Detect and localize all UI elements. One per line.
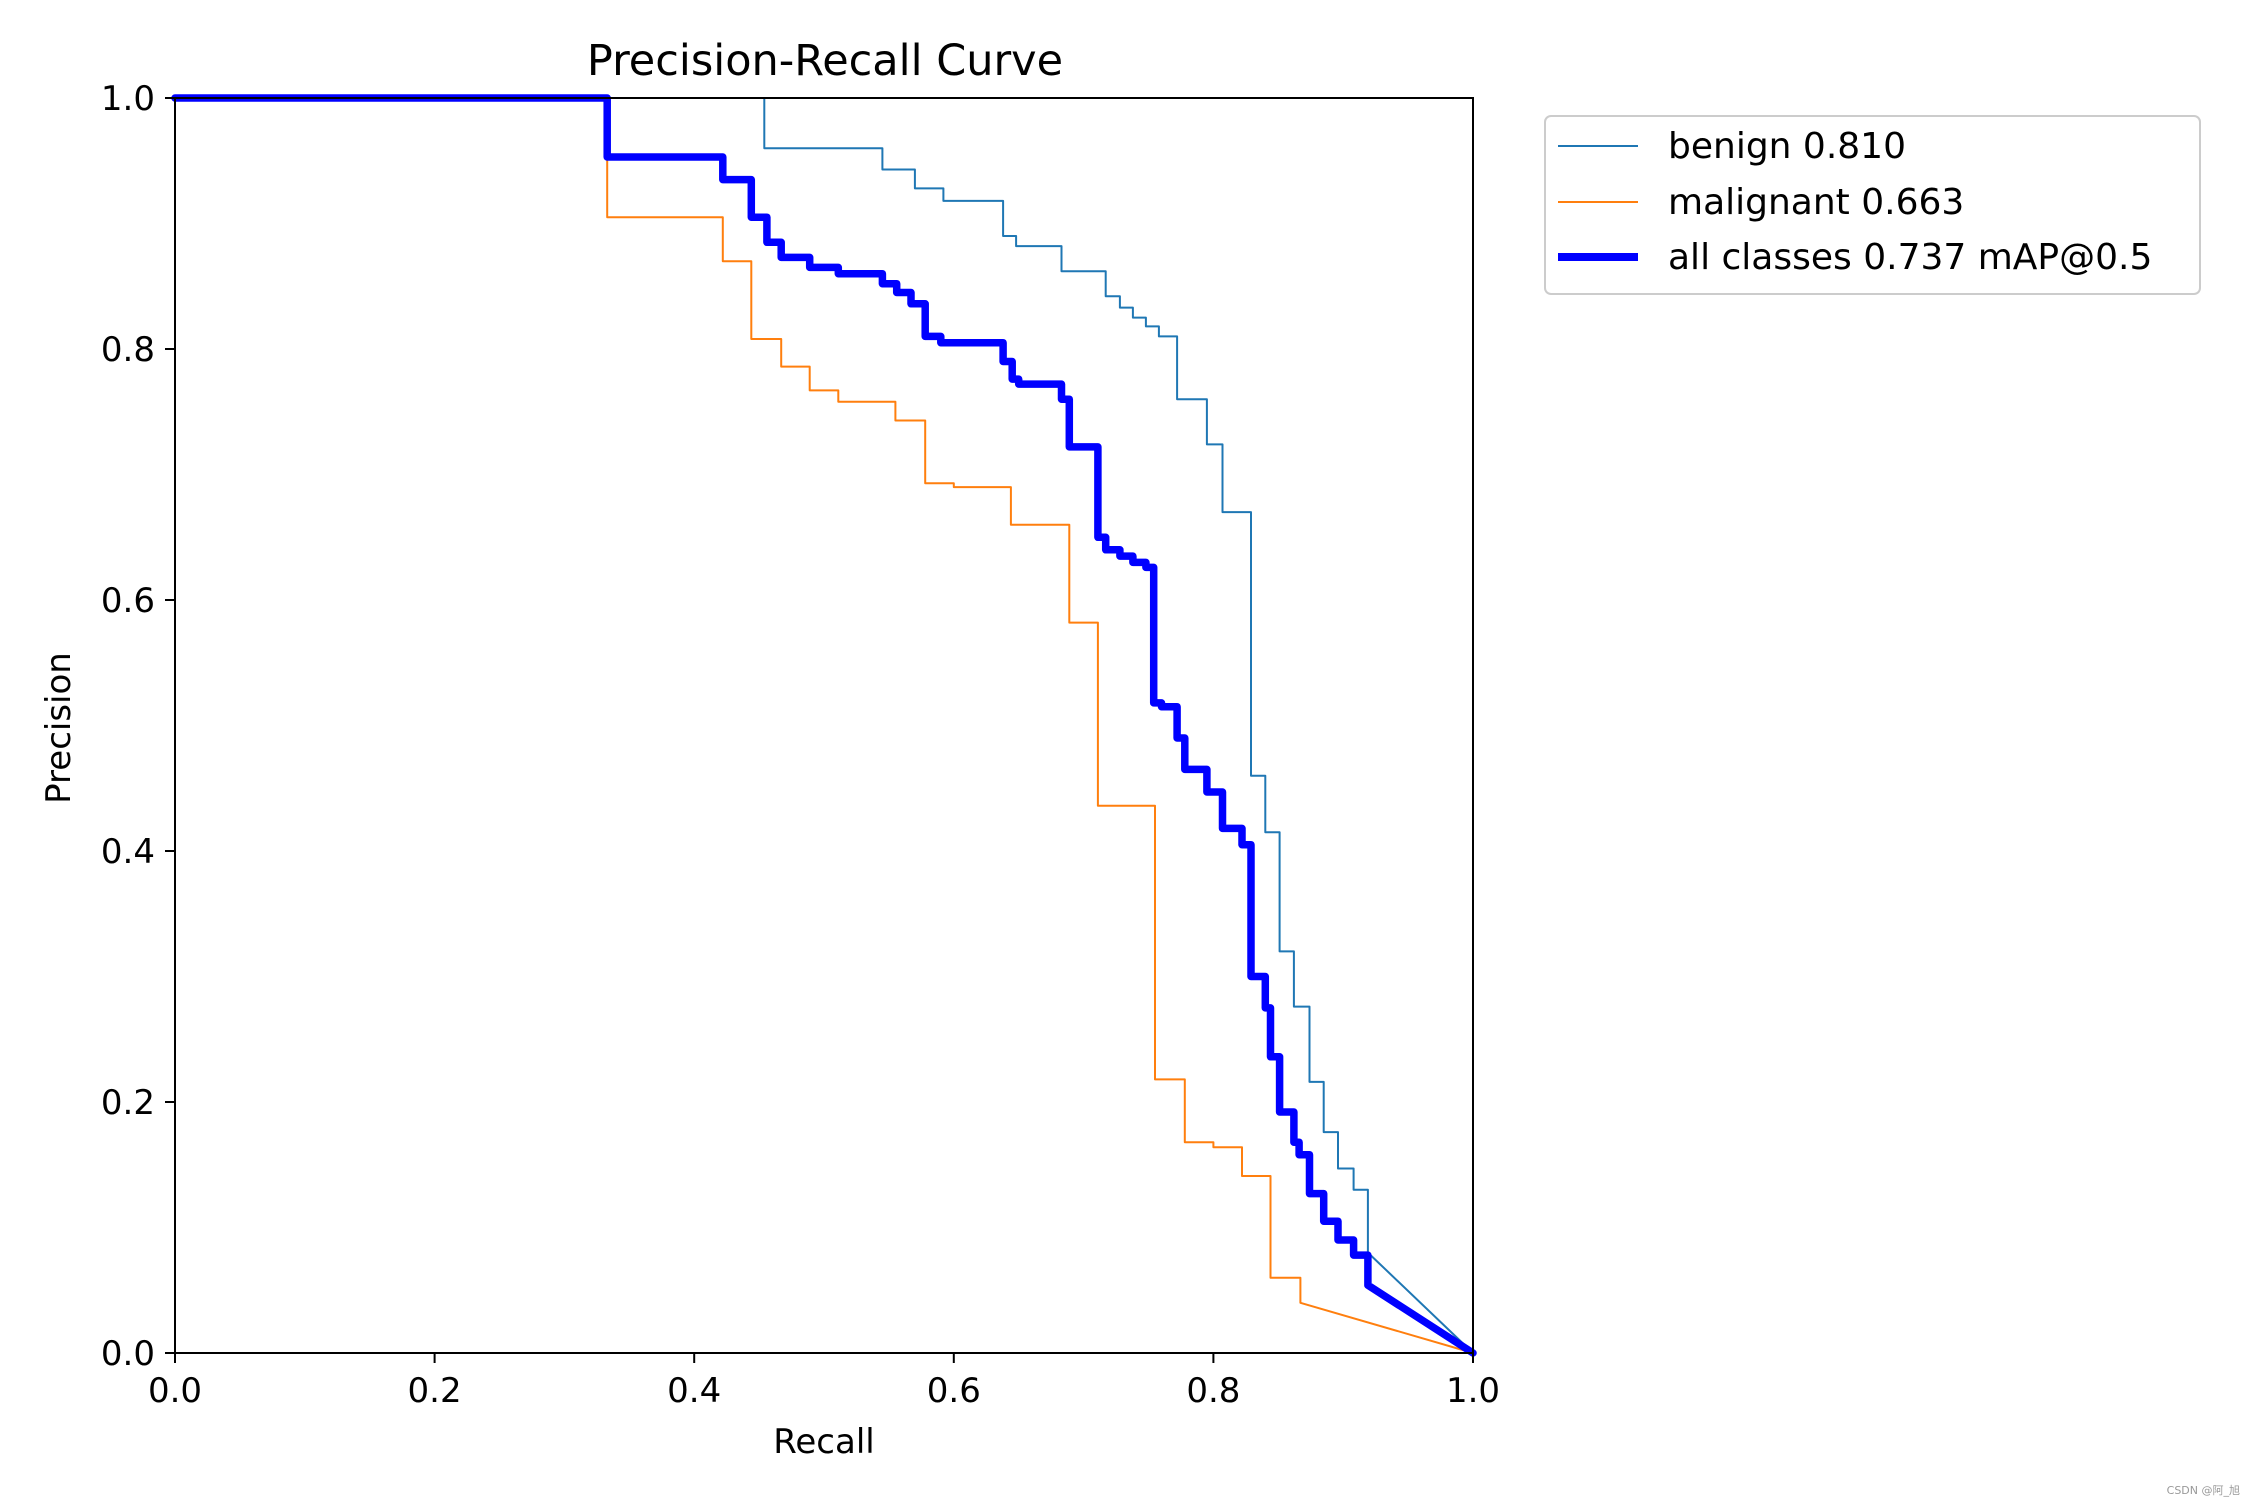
- series-line-malignant: [174, 97, 1474, 1354]
- y-tick-label: 0.2: [101, 1083, 155, 1123]
- series-line-benign: [174, 97, 1474, 1354]
- x-tick-label: 0.4: [667, 1371, 721, 1411]
- x-axis-label: Recall: [773, 1422, 874, 1462]
- y-tick-label: 0.8: [101, 330, 155, 370]
- chart-title: Precision-Recall Curve: [587, 36, 1063, 86]
- x-tick-label: 0.6: [927, 1371, 981, 1411]
- x-tick-label: 0.0: [148, 1371, 202, 1411]
- y-tick-label: 0.0: [101, 1334, 155, 1374]
- x-tick-label: 0.8: [1186, 1371, 1240, 1411]
- y-axis-label: Precision: [39, 652, 79, 804]
- tick-layer: 0.0 0.2 0.4 0.6 0.8 1.0 0.0 0.2 0.4 0.6 0.8 1.0: [101, 79, 1500, 1411]
- y-tick-label: 1.0: [101, 79, 155, 119]
- x-tick-label: 1.0: [1446, 1371, 1500, 1411]
- watermark: CSDN @阿_旭: [2167, 1483, 2240, 1497]
- x-tick-label: 0.2: [408, 1371, 462, 1411]
- legend-label-malignant: malignant 0.663: [1668, 182, 1964, 223]
- legend-frame: [1544, 115, 2201, 295]
- plot-frame: [174, 97, 1474, 1354]
- series-layer: [171, 94, 1477, 1357]
- series-line-all-classes: [171, 94, 1477, 1357]
- y-tick-label: 0.6: [101, 581, 155, 621]
- legend-label-benign: benign 0.810: [1668, 126, 1906, 167]
- y-tick-label: 0.4: [101, 832, 155, 872]
- legend-label-all-classes: all classes 0.737 mAP@0.5: [1668, 237, 2152, 278]
- legend: benign 0.810 malignant 0.663 all classes…: [1544, 115, 2201, 295]
